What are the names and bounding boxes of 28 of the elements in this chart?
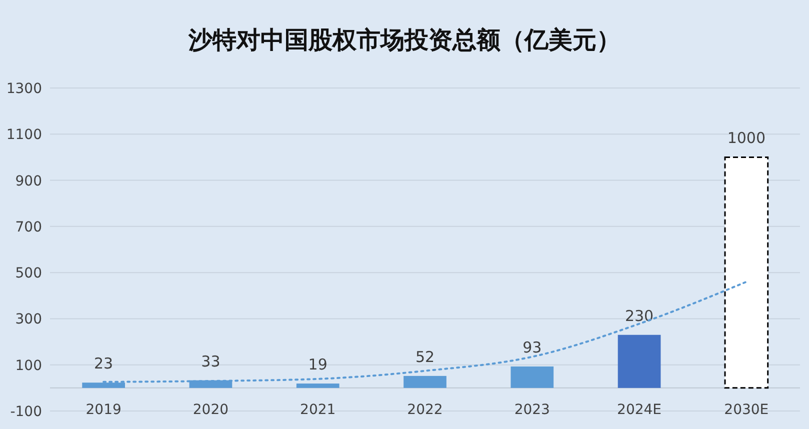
- y-tick-label: 900: [15, 173, 42, 190]
- bar: [296, 384, 340, 388]
- y-tick-label: 1300: [6, 81, 42, 97]
- x-tick-label: 2030E: [724, 402, 769, 418]
- data-label: 33: [201, 352, 220, 370]
- y-tick-label: -100: [10, 404, 42, 420]
- x-tick-label: 2021: [300, 402, 336, 418]
- y-tick-label: 100: [15, 358, 42, 374]
- x-tick-label: 2019: [86, 402, 122, 418]
- chart-title: 沙特对中国股权市场投资总额（亿美元）: [188, 26, 620, 54]
- data-label: 1000: [727, 129, 766, 148]
- bar: [618, 334, 661, 388]
- bar: [510, 366, 554, 388]
- bar: [404, 376, 446, 388]
- x-tick-label: 2020: [192, 402, 229, 418]
- y-tick-label: 300: [15, 312, 42, 328]
- y-tick-label: 1100: [6, 127, 42, 144]
- y-tick-label: 700: [15, 219, 42, 236]
- data-label: 52: [415, 348, 435, 366]
- x-tick-label: 2024E: [617, 402, 662, 418]
- data-label: 230: [624, 306, 654, 325]
- bar: [724, 156, 769, 389]
- data-label: 93: [522, 338, 542, 356]
- x-tick-label: 2023: [514, 402, 550, 418]
- data-label: 23: [94, 354, 114, 373]
- data-label: 19: [308, 356, 328, 374]
- y-tick-label: 500: [15, 266, 42, 282]
- x-tick-label: 2022: [407, 402, 443, 418]
